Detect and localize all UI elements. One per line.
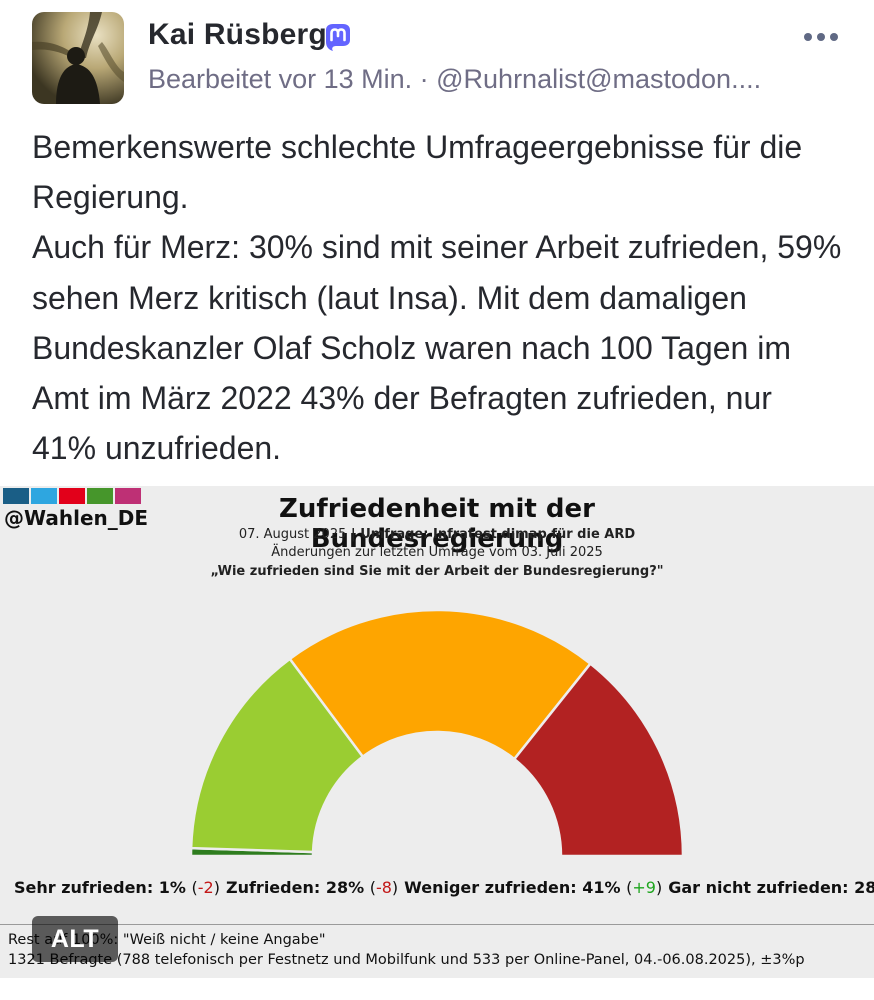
mastodon-icon xyxy=(322,22,354,54)
legend-item: Sehr zufrieden: 1% (-2) xyxy=(14,878,220,897)
half-donut-chart xyxy=(189,608,685,858)
chart-title: Zufriedenheit mit der Bundesregierung xyxy=(279,494,595,554)
wahlen-logo-handle: @Wahlen_DE xyxy=(4,506,149,530)
attached-chart-image[interactable]: @Wahlen_DE Zufriedenheit mit der Bundesr… xyxy=(0,486,874,978)
gauge-segment-zufrieden xyxy=(189,657,365,854)
chart-question: „Wie zufrieden sind Sie mit der Arbeit d… xyxy=(210,564,664,579)
legend-change: (+9) xyxy=(626,878,663,897)
gauge-segment-weniger-zufrieden xyxy=(288,608,593,761)
legend-label: Sehr zufrieden: 1% xyxy=(14,878,192,897)
legend-label: Gar nicht zufrieden: 28% xyxy=(668,878,874,897)
logo-bar xyxy=(115,488,141,504)
post-content: Bemerkenswerte schlechte Umfrageergebnis… xyxy=(32,122,842,473)
legend-label: Zufrieden: 28% xyxy=(225,878,370,897)
gauge-segment-gar-nicht-zufrieden xyxy=(512,661,685,858)
legend-item: Weniger zufrieden: 41% (+9) xyxy=(404,878,662,897)
sample-note: 1321 Befragte (788 telefonisch per Festn… xyxy=(8,952,805,968)
chart-subtitle: 07. August 2025 | Umfrage: Infratest dim… xyxy=(100,527,774,542)
legend-change: (-2) xyxy=(191,878,220,897)
more-icon xyxy=(830,33,838,41)
chart-date: 07. August 2025 xyxy=(238,527,347,542)
author-name[interactable]: Kai Rüsberg xyxy=(148,18,327,51)
more-options-button[interactable] xyxy=(796,20,846,54)
post-paragraph: Bemerkenswerte schlechte Umfrageergebnis… xyxy=(32,129,803,216)
chart-divider xyxy=(0,924,874,925)
author-avatar[interactable] xyxy=(32,12,124,104)
logo-bar xyxy=(31,488,57,504)
more-icon xyxy=(804,33,812,41)
legend-item: Gar nicht zufrieden: 28% (+6) xyxy=(668,878,874,897)
post-meta[interactable]: Bearbeitet vor 13 Min. · @Ruhrnalist@mas… xyxy=(148,64,762,94)
legend-item: Zufrieden: 28% (-8) xyxy=(226,878,398,897)
legend-change: (-8) xyxy=(369,878,399,897)
chart-legend: Sehr zufrieden: 1% (-2) Zufrieden: 28% (-… xyxy=(14,878,874,897)
wahlen-logo-bars xyxy=(3,488,141,504)
logo-bar xyxy=(87,488,113,504)
alt-text-button[interactable]: ALT xyxy=(32,916,118,962)
legend-label: Weniger zufrieden: 41% xyxy=(404,878,627,897)
chart-separator: | xyxy=(346,527,361,542)
chart-source: Umfrage: Infratest dimap für die ARD xyxy=(360,527,636,542)
chart-changes-note: Änderungen zur letzten Umfrage vom 03. J… xyxy=(271,545,603,560)
logo-bar xyxy=(3,488,29,504)
logo-bar xyxy=(59,488,85,504)
more-icon xyxy=(817,33,825,41)
post-paragraph: Auch für Merz: 30% sind mit seiner Arbei… xyxy=(32,229,842,467)
